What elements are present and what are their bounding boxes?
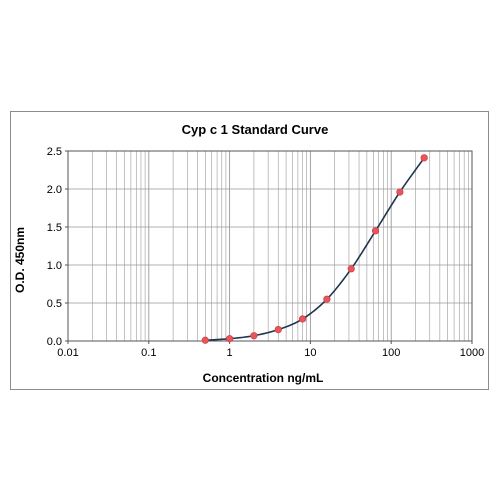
y-tick-label: 1.0 <box>47 260 62 272</box>
x-axis-label: Concentration ng/mL <box>203 371 324 385</box>
x-tick-label: 100 <box>382 347 400 359</box>
data-point <box>226 335 234 343</box>
standard-curve-chart: Cyp c 1 Standard Curve Concentration ng/… <box>13 122 485 385</box>
plot-area-border <box>67 150 473 342</box>
data-point <box>347 265 355 273</box>
fitted-curve <box>205 157 425 342</box>
y-tick-label: 2.0 <box>47 184 62 196</box>
y-tick-label: 0.0 <box>47 336 62 348</box>
data-point <box>250 332 258 340</box>
data-point <box>323 295 331 303</box>
x-tick-label: 1000 <box>460 347 484 359</box>
data-point <box>371 227 380 235</box>
data-point <box>298 315 307 323</box>
y-tick-label: 1.5 <box>47 222 62 234</box>
data-point <box>201 336 209 344</box>
y-tick-label: 0.5 <box>47 298 62 310</box>
chart-title: Cyp c 1 Standard Curve <box>182 122 329 137</box>
data-point <box>420 154 428 162</box>
x-tick-label: 1 <box>227 347 233 359</box>
data-point <box>396 188 404 196</box>
tick-labels: 0.01 0.1 1 10 100 1000 0.0 0.5 1.0 1.5 2.0 2.5 <box>47 146 485 359</box>
data-point <box>274 326 282 334</box>
grid-lines <box>67 150 472 342</box>
y-axis-label: O.D. 450nm <box>13 227 27 293</box>
y-tick-label: 2.5 <box>47 146 62 158</box>
x-tick-label: 0.01 <box>57 347 78 359</box>
data-points <box>201 154 428 344</box>
x-tick-label: 10 <box>304 347 316 359</box>
x-tick-label: 0.1 <box>141 347 156 359</box>
chart-frame: Cyp c 1 Standard Curve Concentration ng/… <box>10 111 489 390</box>
